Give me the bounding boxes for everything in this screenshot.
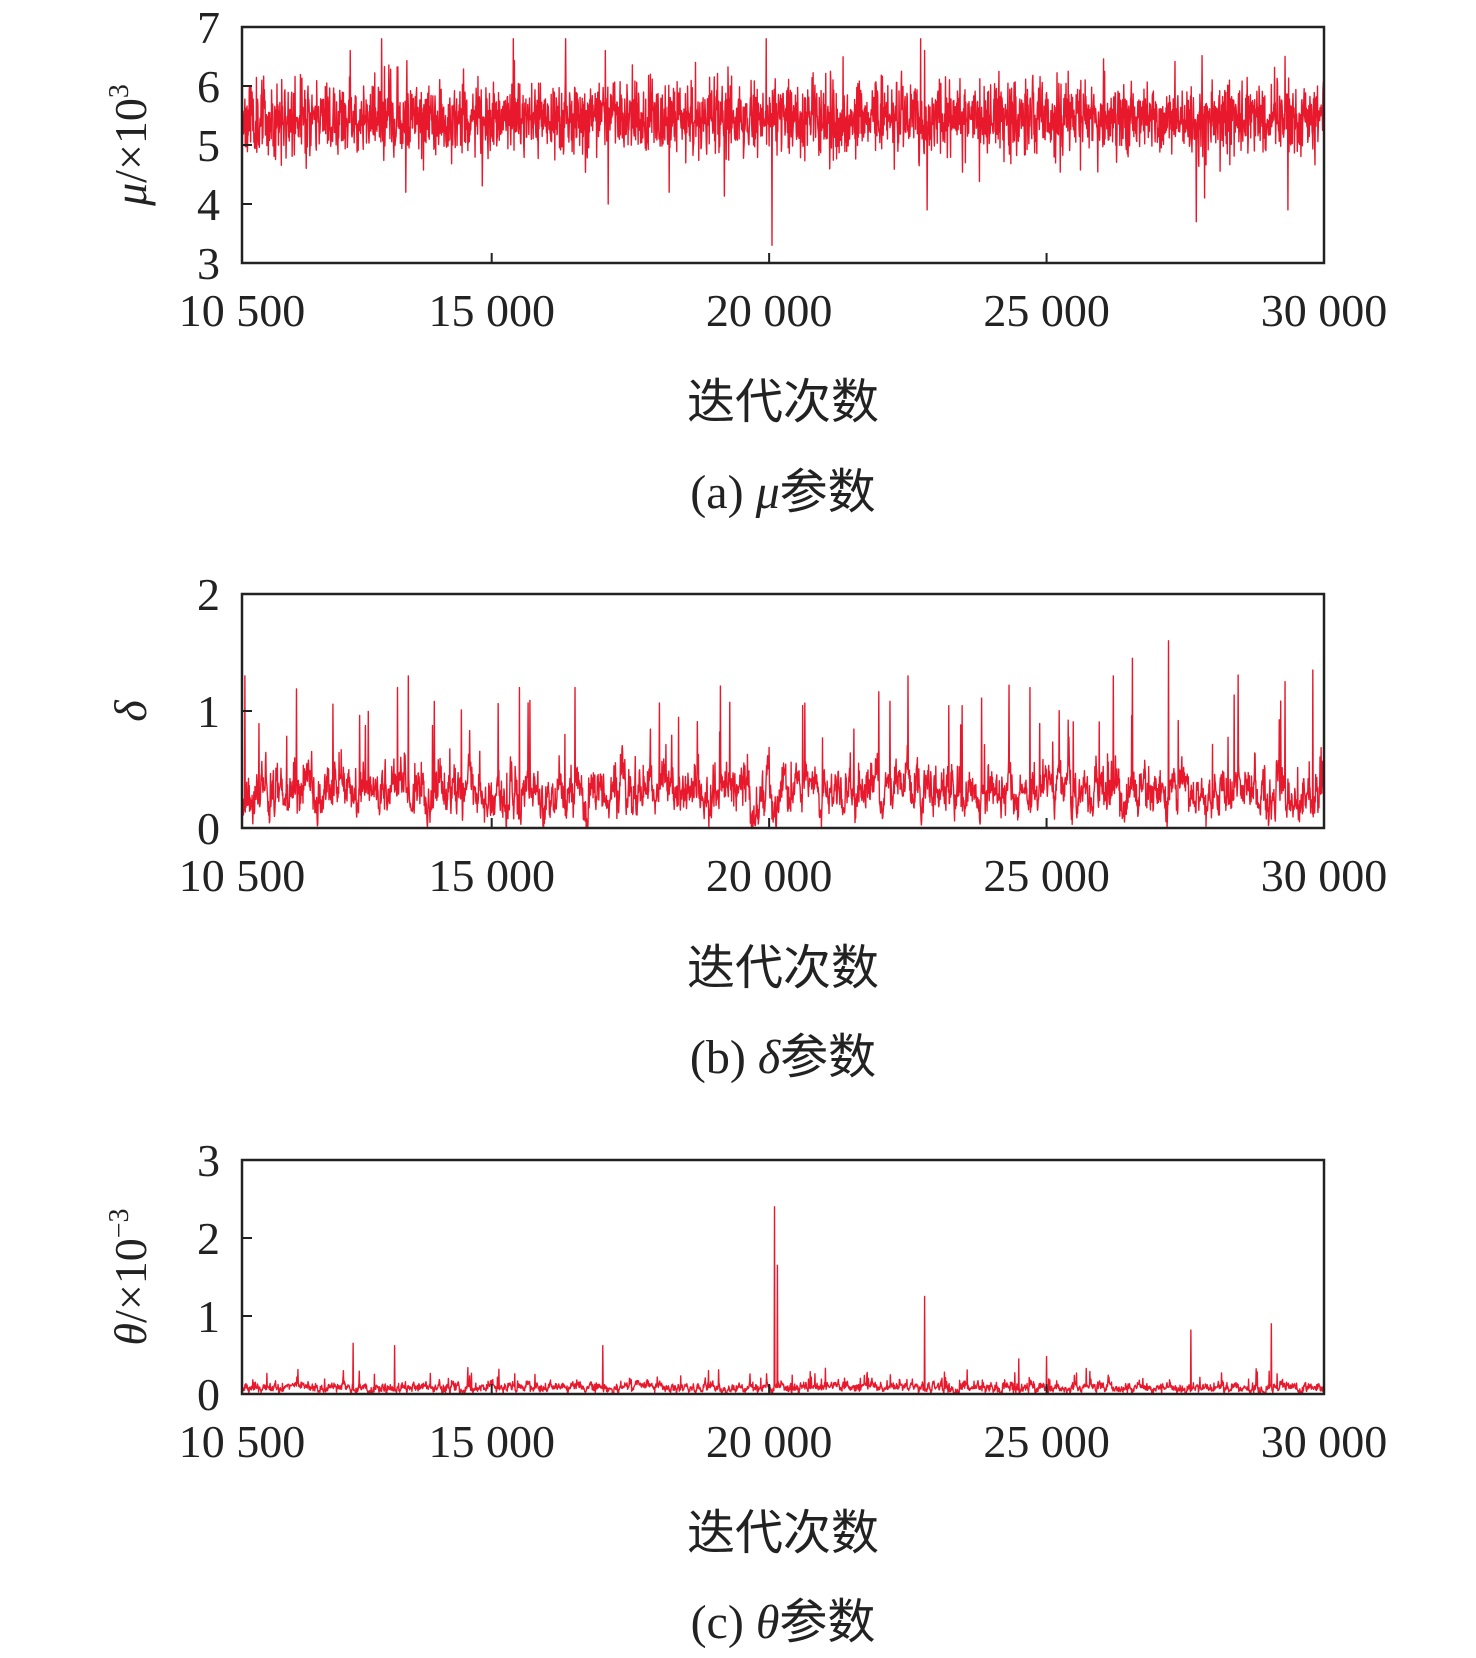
panel-c-y-symbol: θ xyxy=(105,1323,156,1346)
panel-c-x-tick-label: 30 000 xyxy=(1261,1416,1388,1467)
panel-b-series xyxy=(241,640,1325,829)
panel-c-x-axis-label: 迭代次数 xyxy=(687,1507,879,1560)
panel-a-x-tick-label: 30 000 xyxy=(1261,285,1388,336)
panel-c-x-tick-label: 10 500 xyxy=(179,1416,306,1467)
panel-c-y-tick-label: 1 xyxy=(197,1291,220,1342)
panel-a-x-tick-label: 20 000 xyxy=(706,285,833,336)
panel-b-caption-suffix: 参数 xyxy=(780,1031,876,1084)
panel-b-x-tick-label: 20 000 xyxy=(706,850,833,901)
panel-b-y-ticks: 0 1 2 xyxy=(197,569,252,854)
panel-b-y-tick-label: 1 xyxy=(197,686,220,737)
panel-b-caption: (b) δ参数 xyxy=(690,1031,876,1084)
panel-b-x-ticks: 10 500 15 000 20 000 25 000 30 000 xyxy=(179,818,1388,901)
panel-a-y-tick-label: 4 xyxy=(197,179,220,230)
panel-a-caption-prefix: (a) xyxy=(690,466,755,519)
panel-a-y-symbol: μ xyxy=(105,183,156,207)
panel-c-trace-line-0 xyxy=(241,1206,1325,1395)
panel-c-y-exponent: −3 xyxy=(104,1208,135,1238)
panel-c-plot-frame xyxy=(240,1158,1326,1396)
panel-b-x-tick-label: 25 000 xyxy=(983,850,1110,901)
panel-c-x-ticks: 10 500 15 000 20 000 25 000 30 000 xyxy=(179,1384,1388,1467)
panel-a-x-axis-label: 迭代次数 xyxy=(687,376,879,429)
panel-b-x-axis-label: 迭代次数 xyxy=(687,942,879,995)
panel-a-y-tick-label: 3 xyxy=(197,238,220,289)
panel-a-series xyxy=(241,38,1325,246)
panel-c-caption-symbol: θ xyxy=(756,1596,780,1649)
panel-c-y-unit: /×10 xyxy=(105,1238,156,1323)
panel-b-y-tick-label: 2 xyxy=(197,569,220,620)
panel-b-y-symbol: δ xyxy=(105,700,156,722)
panel-a-caption-symbol: μ xyxy=(755,466,780,519)
panel-a-x-tick-label: 15 000 xyxy=(428,285,555,336)
panel-b-trace-line-0 xyxy=(241,640,1325,829)
panel-a-trace-line-0 xyxy=(241,38,1325,246)
panel-a-y-unit: /×10 xyxy=(105,98,156,183)
panel-c-y-ticks: 0 1 2 3 xyxy=(197,1135,252,1420)
panel-b: 10 500 15 000 20 000 25 000 30 000 0 1 2 δ 迭代次… xyxy=(105,569,1387,1084)
panel-c-y-axis-label: θ/×10−3 xyxy=(104,1208,156,1345)
panel-b-y-tick-label: 0 xyxy=(197,803,220,854)
panel-b-x-tick-label: 30 000 xyxy=(1261,850,1388,901)
panel-c-caption-prefix: (c) xyxy=(691,1596,756,1649)
panel-a-y-tick-label: 7 xyxy=(197,2,220,53)
panel-a-y-ticks: 3 4 5 6 7 xyxy=(197,2,252,289)
panel-a-x-tick-label: 10 500 xyxy=(179,285,306,336)
panel-c-y-tick-label: 0 xyxy=(197,1369,220,1420)
panel-c-caption: (c) θ参数 xyxy=(691,1596,876,1649)
panel-a-y-tick-label: 6 xyxy=(197,61,220,112)
panel-a-y-axis-label: μ/×103 xyxy=(104,84,156,207)
panel-a-y-tick-label: 5 xyxy=(197,120,220,171)
panel-b-x-tick-label: 15 000 xyxy=(428,850,555,901)
panel-c-x-tick-label: 15 000 xyxy=(428,1416,555,1467)
panel-a-y-exponent: 3 xyxy=(104,84,135,98)
panel-a-x-ticks: 10 500 15 000 20 000 25 000 30 000 xyxy=(179,253,1388,336)
panel-c-series xyxy=(241,1206,1325,1395)
panel-b-y-axis-label: δ xyxy=(105,700,156,722)
panel-b-caption-prefix: (b) xyxy=(690,1031,758,1084)
panel-a-x-tick-label: 25 000 xyxy=(983,285,1110,336)
panel-b-caption-symbol: δ xyxy=(758,1031,781,1084)
panel-c-y-tick-label: 2 xyxy=(197,1213,220,1264)
panel-b-x-tick-label: 10 500 xyxy=(179,850,306,901)
panel-a-caption: (a) μ参数 xyxy=(690,466,875,519)
panel-c-caption-suffix: 参数 xyxy=(779,1596,875,1649)
panel-c-y-tick-label: 3 xyxy=(197,1135,220,1186)
panel-a-caption-suffix: 参数 xyxy=(780,466,876,519)
panel-c-x-tick-label: 25 000 xyxy=(983,1416,1110,1467)
panel-c-x-tick-label: 20 000 xyxy=(706,1416,833,1467)
